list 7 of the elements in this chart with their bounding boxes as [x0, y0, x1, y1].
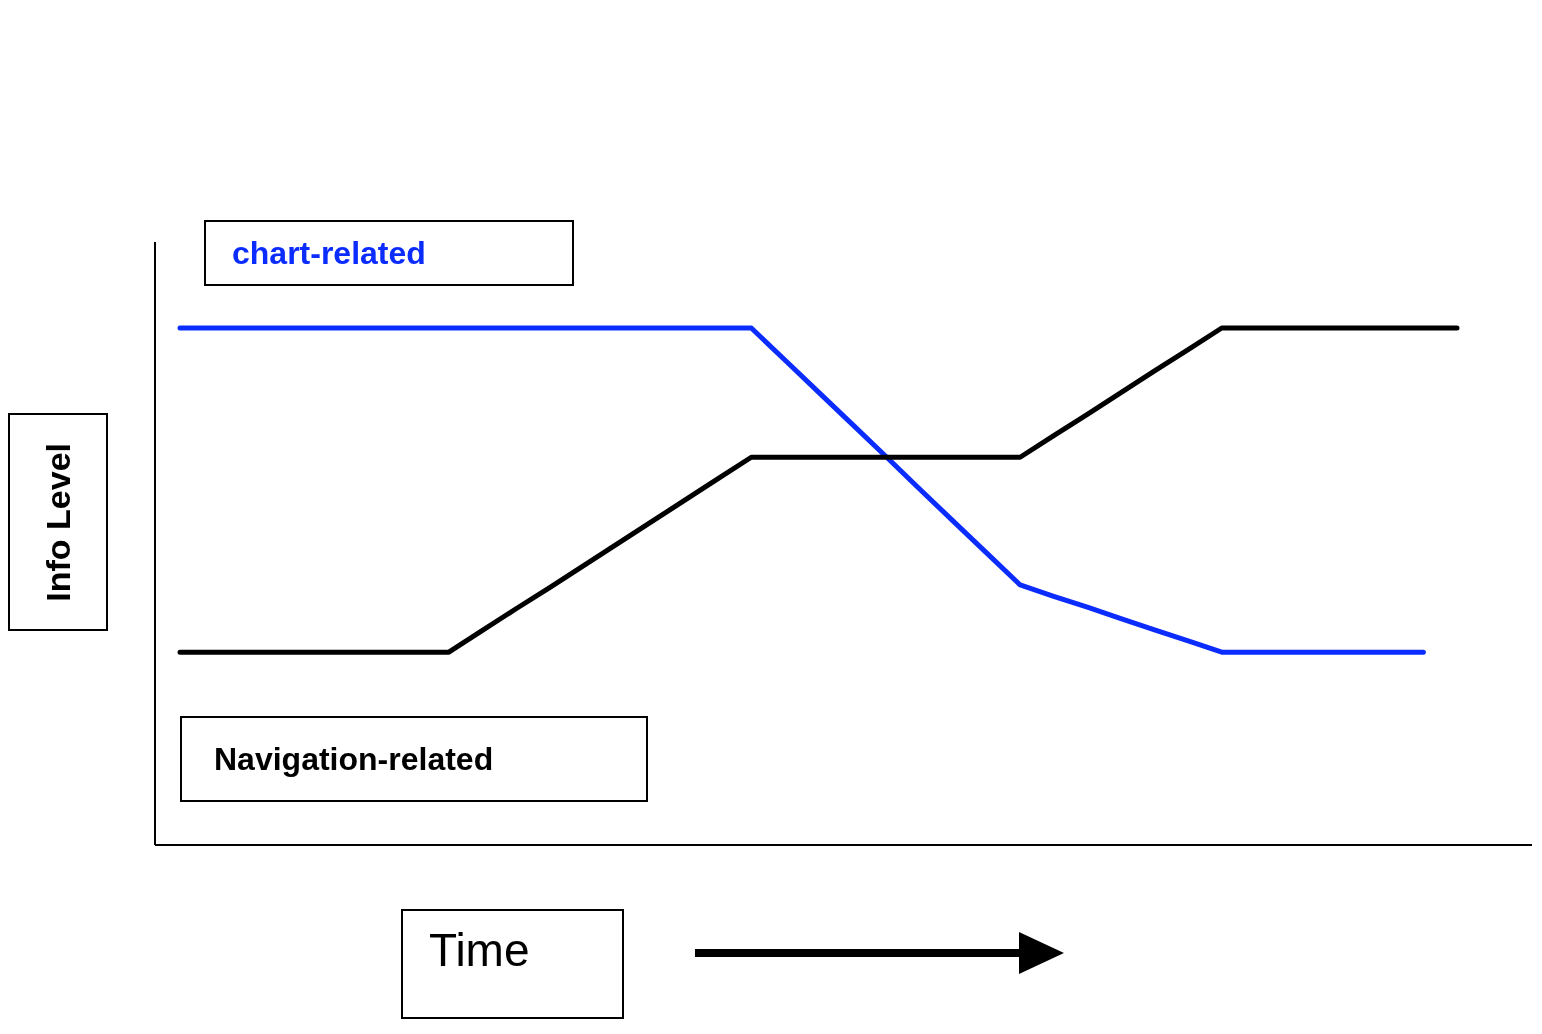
y-axis-title: Info Level	[38, 442, 78, 602]
text-box: Navigation-related	[180, 716, 648, 802]
text-box: chart-related	[204, 220, 574, 286]
series-label: chart-related	[232, 234, 426, 272]
x-axis-title: Time	[429, 923, 530, 977]
text-box: Time	[401, 909, 624, 1019]
text-box: Info Level	[8, 413, 108, 631]
